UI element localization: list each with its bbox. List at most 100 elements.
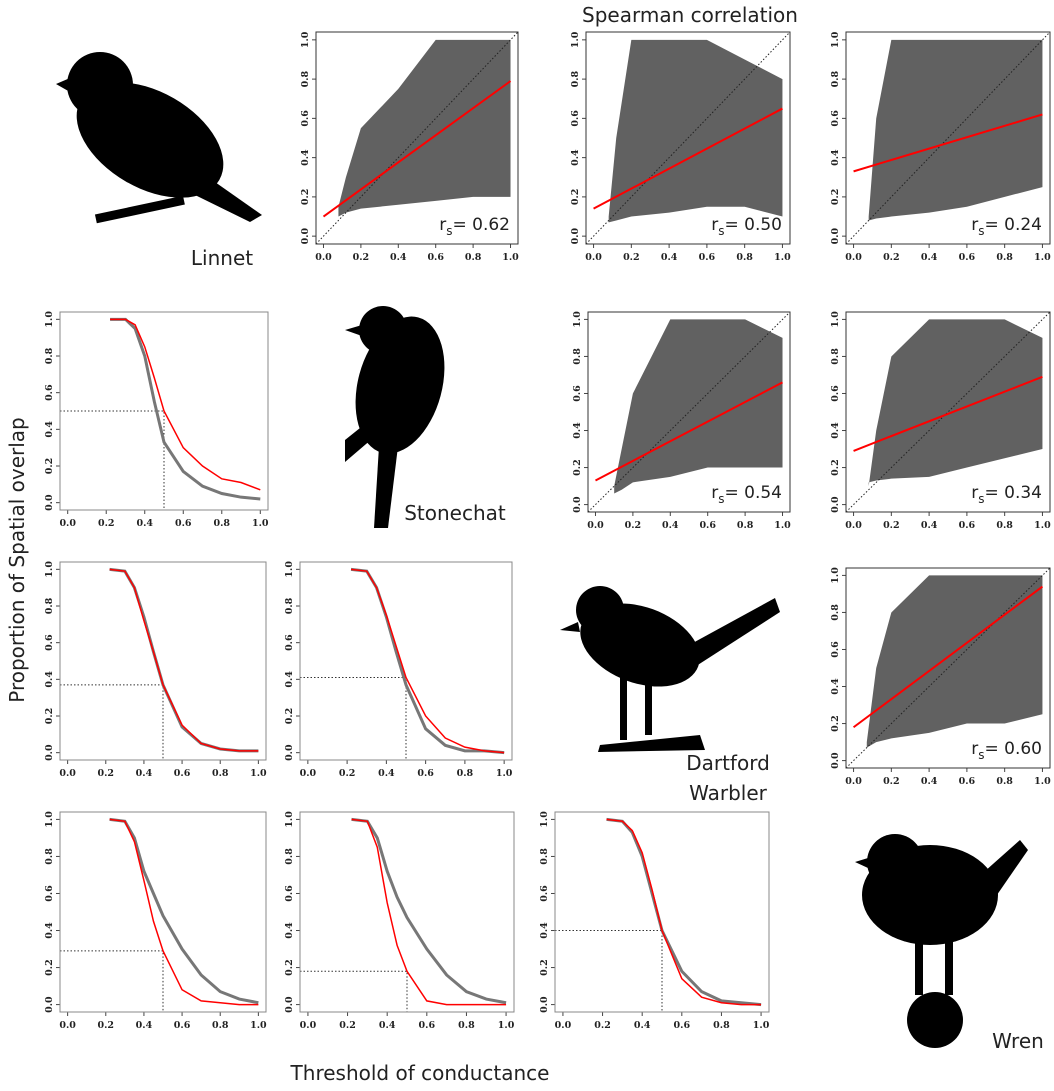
annotation: rs= 0.60 (971, 739, 1042, 762)
x-tick-label: 0.6 (674, 1020, 691, 1031)
x-tick-label: 0.4 (634, 1020, 651, 1031)
annotation: rs= 0.54 (711, 483, 782, 506)
x-tick-label: 1.0 (1034, 520, 1051, 531)
plot-area (300, 819, 506, 1012)
y-tick-label: 0.6 (830, 110, 841, 127)
x-tick-label: 0.0 (59, 768, 76, 779)
species-label: Dartford (686, 751, 770, 775)
x-tick-label: 0.0 (587, 520, 604, 531)
x-tick-label: 0.4 (921, 776, 938, 787)
x-tick-label: 0.8 (214, 518, 231, 529)
y-tick-label: 0.4 (284, 671, 295, 688)
x-tick-label: 0.2 (98, 518, 115, 529)
plot-area (586, 32, 790, 244)
y-tick-label: 0.6 (830, 641, 841, 658)
annotation-text: = 0.62 (453, 215, 511, 235)
y-tick-label: 0.4 (830, 149, 841, 166)
y-tick-label: 0.0 (44, 996, 55, 1013)
annotation-text: = 0.34 (985, 483, 1043, 503)
stonechat-silhouette (341, 306, 458, 528)
x-tick-label: 1.0 (1034, 776, 1051, 787)
y-tick-label: 0.0 (300, 227, 311, 244)
y-tick-label: 1.0 (830, 311, 841, 328)
panel: 0.00.20.40.60.81.00.00.20.40.60.81.0 (44, 811, 267, 1031)
y-tick-label: 1.0 (830, 31, 841, 48)
y-tick-label: 0.0 (830, 227, 841, 244)
x-tick-label: 1.0 (774, 520, 791, 531)
x-tick-label: 1.0 (502, 252, 519, 263)
y-tick-label: 0.2 (830, 715, 841, 732)
curve (352, 819, 507, 1004)
x-tick-label: 0.2 (594, 1020, 611, 1031)
plot-area (316, 32, 518, 244)
y-tick-label: 0.6 (284, 885, 295, 902)
y-tick-label: 0.2 (830, 459, 841, 476)
curve (110, 819, 259, 1002)
y-tick-label: 0.0 (44, 744, 55, 761)
x-tick-label: 0.0 (315, 252, 332, 263)
y-tick-label: 0.4 (539, 922, 550, 939)
x-tick-label: 0.6 (427, 252, 444, 263)
x-tick-label: 0.6 (699, 252, 716, 263)
annotation-text: = 0.50 (725, 215, 783, 235)
x-tick-label: 0.8 (737, 520, 754, 531)
x-tick-label: 0.8 (458, 1020, 475, 1031)
x-tick-label: 0.8 (736, 252, 753, 263)
y-tick-label: 0.2 (570, 189, 581, 206)
y-tick-label: 1.0 (44, 311, 55, 328)
annotation-symbol: r (439, 215, 446, 235)
y-tick-label: 0.4 (830, 422, 841, 439)
plot-area (555, 819, 761, 1012)
x-tick-label: 0.8 (996, 776, 1013, 787)
y-tick-label: 0.0 (284, 744, 295, 761)
y-tick-label: 0.4 (284, 922, 295, 939)
y-tick-label: 0.4 (572, 422, 583, 439)
x-tick-label: 1.0 (774, 252, 791, 263)
y-tick-label: 0.6 (300, 110, 311, 127)
x-tick-label: 1.0 (250, 1020, 267, 1031)
x-tick-label: 1.0 (496, 768, 513, 779)
threshold-marker (555, 931, 662, 1012)
y-tick-label: 0.8 (830, 348, 841, 365)
annotation: rs= 0.62 (439, 215, 510, 238)
x-tick-label: 0.8 (465, 252, 482, 263)
y-tick-label: 0.8 (44, 597, 55, 614)
plot-area (846, 568, 1050, 768)
y-tick-label: 0.2 (830, 189, 841, 206)
y-tick-label: 0.6 (539, 885, 550, 902)
x-tick-label: 0.2 (623, 252, 640, 263)
x-tick-label: 0.4 (921, 252, 938, 263)
point-cloud (614, 319, 782, 493)
annotation-symbol: r (711, 483, 718, 503)
y-tick-label: 0.2 (572, 459, 583, 476)
y-tick-label: 0.8 (284, 597, 295, 614)
curve (607, 819, 762, 1004)
y-tick-label: 1.0 (572, 311, 583, 328)
x-tick-label: 0.2 (883, 252, 900, 263)
page: {"title": "Spearman correlation", "y_lab… (0, 0, 1054, 1091)
panel: 0.00.20.40.60.81.00.00.20.40.60.81.0 (44, 311, 269, 529)
plot-area (846, 312, 1050, 512)
curve (352, 819, 507, 1002)
y-tick-label: 0.6 (44, 384, 55, 401)
curve (351, 569, 504, 752)
x-tick-label: 0.6 (174, 1020, 191, 1031)
x-tick-label: 0.2 (339, 768, 356, 779)
y-tick-label: 1.0 (570, 31, 581, 48)
x-tick-label: 0.4 (379, 1020, 396, 1031)
y-tick-label: 1.0 (830, 567, 841, 584)
x-tick-label: 1.0 (250, 768, 267, 779)
y-tick-label: 0.8 (44, 347, 55, 364)
y-tick-label: 0.8 (284, 848, 295, 865)
linnet-silhouette (56, 52, 262, 223)
x-tick-label: 0.0 (585, 252, 602, 263)
x-tick-label: 0.0 (845, 776, 862, 787)
y-tick-label: 0.8 (539, 848, 550, 865)
x-tick-label: 0.2 (98, 1020, 115, 1031)
x-tick-label: 0.6 (699, 520, 716, 531)
figure-title: Spearman correlation (582, 3, 798, 27)
x-tick-label: 1.0 (252, 518, 269, 529)
threshold-marker (300, 678, 406, 761)
